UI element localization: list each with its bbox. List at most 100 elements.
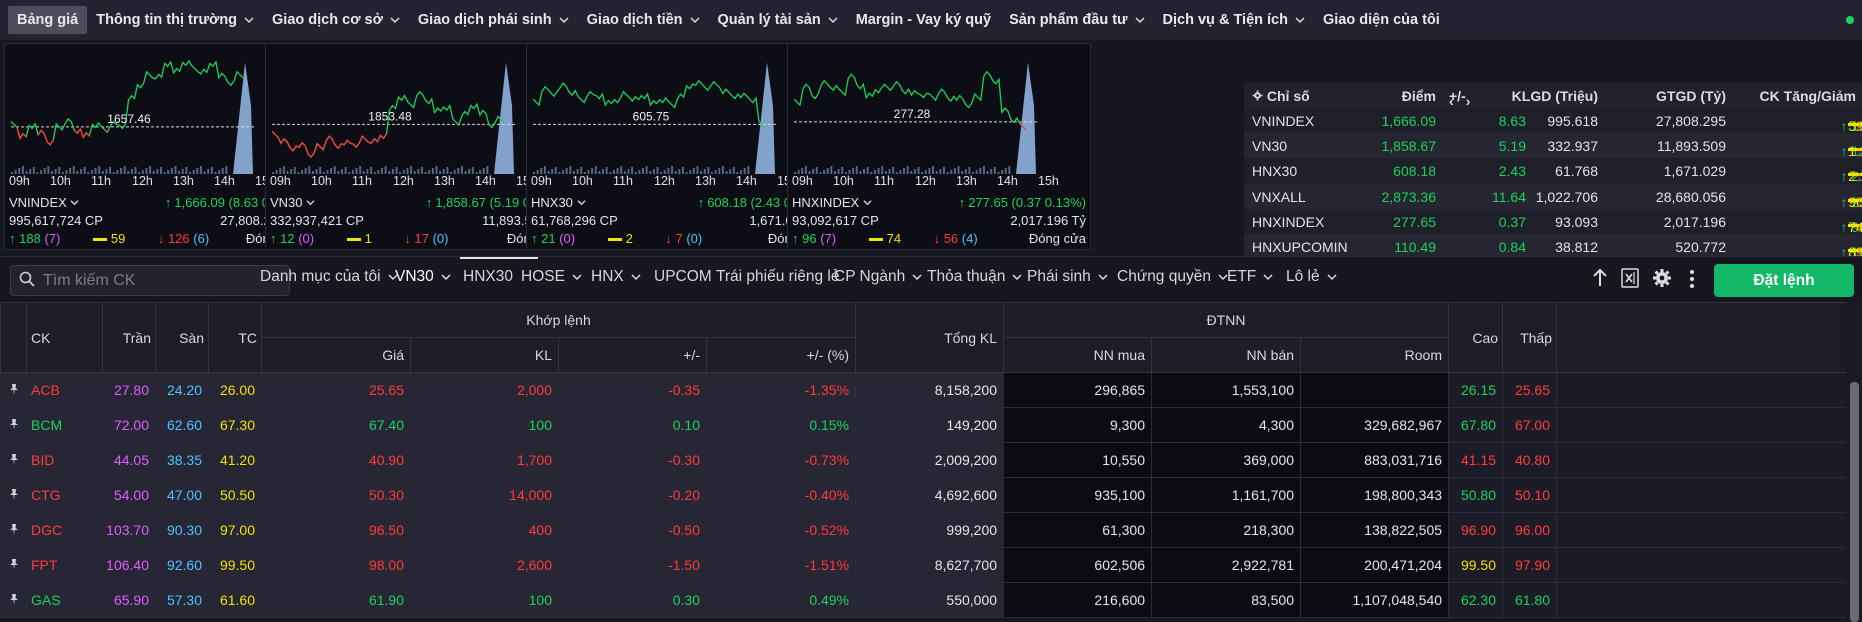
col-ck-tang-giam[interactable]: CK Tăng/Giảm xyxy=(1759,88,1856,104)
pin-icon[interactable] xyxy=(0,582,27,618)
index-name[interactable]: VNINDEX xyxy=(9,194,79,212)
nav-giao-dien-cua-toi[interactable]: Giao diện của tôi xyxy=(1314,6,1449,34)
place-order-button[interactable]: Đặt lệnh xyxy=(1714,264,1854,297)
volume-bar xyxy=(450,172,453,174)
header-thap[interactable]: Thấp xyxy=(1502,302,1558,373)
table-row[interactable]: CTG 54.00 47.00 50.50 50.30 14,000 -0.20 -0.40%… xyxy=(0,477,1862,513)
pin-icon[interactable] xyxy=(0,547,27,583)
header-san[interactable]: Sàn xyxy=(155,302,209,373)
nav-giao-dich-tien[interactable]: Giao dịch tiền xyxy=(578,6,709,34)
search-box[interactable] xyxy=(10,265,290,296)
tab-trái-phiếu-riêng-lẻ[interactable]: Trái phiếu riêng lẻ xyxy=(716,268,840,286)
pin-icon[interactable] xyxy=(0,372,27,408)
table-row[interactable]: BCM 72.00 62.60 67.30 67.40 100 0.10 0.15% 149,2… xyxy=(0,407,1862,443)
volume-bar xyxy=(841,167,844,174)
tab-upcom[interactable]: UPCOM xyxy=(654,268,712,286)
tab-danh-mục-của-tôi[interactable]: Danh mục của tôi xyxy=(260,268,398,286)
index-name[interactable]: VN30 xyxy=(270,194,315,212)
nav-quan-ly-tai-san[interactable]: Quản lý tài sản xyxy=(709,6,847,34)
col-diem[interactable]: Điểm xyxy=(1401,88,1436,104)
tab-hnx[interactable]: HNX xyxy=(591,268,641,286)
chevron-right-icon[interactable]: › xyxy=(1465,93,1471,109)
volume-bar xyxy=(855,166,858,174)
settings-gear-icon[interactable] xyxy=(1252,90,1263,101)
volume-bar xyxy=(36,172,39,174)
vertical-scrollbar[interactable] xyxy=(1846,302,1862,622)
tab-thỏa-thuận[interactable]: Thỏa thuận xyxy=(927,268,1022,286)
index-card-vnindex[interactable]: 1657.4609h10h11h12h13h14h15hVNINDEX ↑1,6… xyxy=(4,43,308,250)
header-gia[interactable]: Giá xyxy=(261,337,411,373)
table-row[interactable]: BID 44.05 38.35 41.20 40.90 1,700 -0.30 -0.73% 2… xyxy=(0,442,1862,478)
tab-phái-sinh[interactable]: Phái sinh xyxy=(1027,268,1108,286)
table-row[interactable]: GAS 65.90 57.30 61.60 61.90 100 0.30 0.49% 550,0… xyxy=(0,582,1862,618)
volume-bar xyxy=(547,171,550,174)
header-kl[interactable]: KL xyxy=(410,337,559,373)
tab-vn30[interactable]: VN30 xyxy=(395,268,451,286)
nav-giao-dich-co-so[interactable]: Giao dịch cơ sở xyxy=(263,6,409,34)
index-summary-row[interactable]: VN30 1,858.67 5.19 332.937 11,893.509 ↑ … xyxy=(1244,133,1862,159)
volume-bar xyxy=(576,169,579,174)
tab-cp-ngành[interactable]: CP Ngành xyxy=(834,268,922,286)
index-card-hnxindex[interactable]: 277.28 09h 10h 11h 12h 13h 14h 15h HNXINDEX ↑ 277… xyxy=(787,43,1091,250)
index-summary-row[interactable]: HNX30 608.18 2.43 61.768 1,671.029 ↑ 21 … xyxy=(1244,158,1862,184)
header-nn-ban[interactable]: NN bán xyxy=(1151,337,1302,373)
unchanged-count: 74 xyxy=(868,231,901,246)
header-change[interactable]: +/- xyxy=(558,337,707,373)
table-row[interactable]: FPT 106.40 92.60 99.50 98.00 2,600 -1.50 -1.51%… xyxy=(0,547,1862,583)
tab-label: ETF xyxy=(1227,268,1257,285)
col-klgd[interactable]: KLGD (Triệu) xyxy=(1511,88,1598,104)
nav-margin[interactable]: Margin - Vay ký quỹ xyxy=(847,6,1000,34)
foreign-room: 883,031,716 xyxy=(1300,442,1450,478)
tab-lô-lẻ[interactable]: Lô lẻ xyxy=(1286,268,1337,286)
col-change[interactable]: ‹ +/- › xyxy=(1449,88,1471,109)
nav-dich-vu-tien-ich[interactable]: Dịch vụ & Tiện ích xyxy=(1154,6,1314,34)
index-summary-row[interactable]: VNINDEX 1,666.09 8.63 995.618 27,808.295… xyxy=(1244,108,1862,134)
nav-san-pham-dau-tu[interactable]: Sản phẩm đầu tư xyxy=(1000,6,1153,34)
nav-thong-tin-thi-truong[interactable]: Thông tin thị trường xyxy=(87,6,263,34)
nav-bang-gia[interactable]: Bảng giá xyxy=(8,6,88,34)
nav-giao-dich-phai-sinh[interactable]: Giao dịch phái sinh xyxy=(409,6,578,34)
excel-export-icon[interactable] xyxy=(1621,268,1639,291)
index-summary-row[interactable]: HNXINDEX 277.65 0.37 93.093 2,017.196 ↑ … xyxy=(1244,209,1862,235)
table-row[interactable]: DGC 103.70 90.30 97.00 96.50 400 -0.50 -0.52% 99… xyxy=(0,512,1862,548)
volume-bar xyxy=(311,171,314,174)
sort-up-icon[interactable] xyxy=(1593,268,1607,290)
pin-icon[interactable] xyxy=(0,442,27,478)
header-tong-kl[interactable]: Tổng KL xyxy=(855,302,1005,373)
table-row[interactable]: ACB 27.80 24.20 26.00 25.65 2,000 -0.35 -1.35% 8… xyxy=(0,372,1862,408)
pin-icon[interactable] xyxy=(0,407,27,443)
tab-chứng-quyền[interactable]: Chứng quyền xyxy=(1117,268,1228,286)
index-summary-row[interactable]: HNXUPCOMINDE 110.49 0.84 38.812 520.772 … xyxy=(1244,234,1862,260)
settings-gear-icon[interactable] xyxy=(1652,268,1672,291)
col-chi-so[interactable]: Chỉ số xyxy=(1252,88,1310,104)
header-ck[interactable]: CK xyxy=(26,302,103,373)
index-name[interactable]: HNX30 xyxy=(531,194,586,212)
volume-bar xyxy=(207,169,210,174)
header-nn-mua[interactable]: NN mua xyxy=(1003,337,1153,373)
header-tc[interactable]: TC xyxy=(208,302,262,373)
index-card-vn30[interactable]: 1853.4809h10h11h12h13h14h15hVN30 ↑1,858.… xyxy=(265,43,569,250)
header-change-pct[interactable]: +/- (%) xyxy=(705,337,857,373)
tab-etf[interactable]: ETF xyxy=(1227,268,1273,286)
tab-hnx30[interactable]: HNX30 xyxy=(463,268,513,286)
match-volume: 1,700 xyxy=(410,442,559,478)
header-tran[interactable]: Trần xyxy=(102,302,156,373)
pin-icon[interactable] xyxy=(0,477,27,513)
index-name[interactable]: HNXINDEX xyxy=(792,194,872,212)
scrollbar-thumb[interactable] xyxy=(1850,382,1859,622)
volume-bar xyxy=(333,166,336,174)
closing-volume-spike xyxy=(755,62,775,174)
tab-hose[interactable]: HOSE xyxy=(521,268,582,286)
more-options-icon[interactable] xyxy=(1689,269,1695,292)
header-cao[interactable]: Cao xyxy=(1448,302,1504,373)
index-card-hnx30[interactable]: 605.7509h10h11h12h13h14h15hHNX30 ↑608.18… xyxy=(526,43,830,250)
chevron-left-icon[interactable]: ‹ xyxy=(1449,93,1454,109)
col-gtgd[interactable]: GTGD (Tỷ) xyxy=(1656,88,1726,104)
ceiling-count: (7) xyxy=(44,231,61,246)
search-input[interactable] xyxy=(43,271,263,290)
volume-bar xyxy=(341,169,344,174)
index-summary-row[interactable]: VNXALL 2,873.36 11.64 1,022.706 28,680.0… xyxy=(1244,183,1862,210)
header-room[interactable]: Room xyxy=(1300,337,1450,373)
volume-bar xyxy=(551,169,554,174)
pin-icon[interactable] xyxy=(0,512,27,548)
